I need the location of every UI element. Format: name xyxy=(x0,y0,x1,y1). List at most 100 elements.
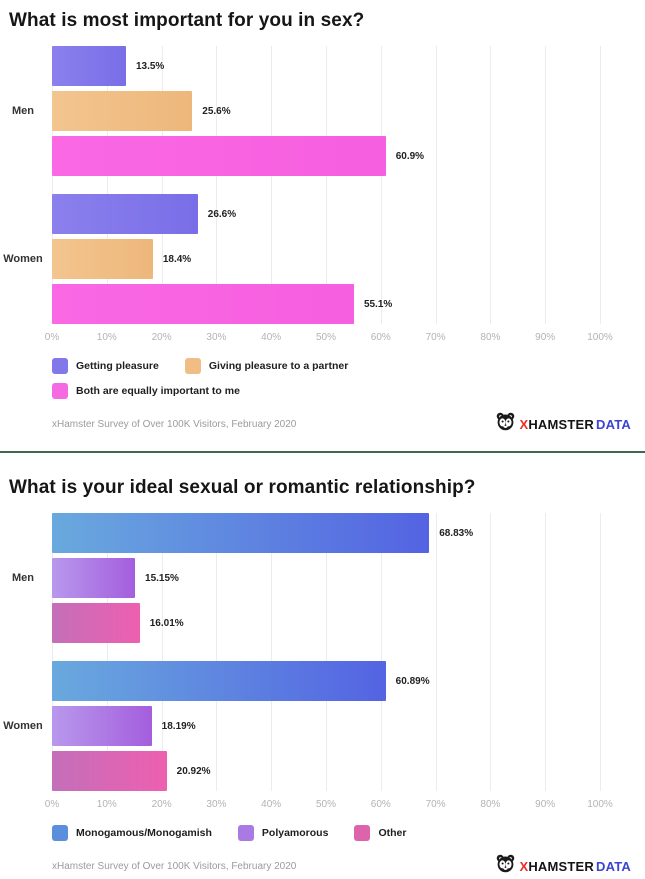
legend-swatch xyxy=(184,358,201,374)
legend-swatch xyxy=(52,383,68,399)
bar xyxy=(52,513,430,553)
value-label: 55.1% xyxy=(363,298,393,310)
axis-tick: 90% xyxy=(535,799,556,810)
legend: Getting pleasure Giving pleasure to a par… xyxy=(52,358,482,399)
axis-tick: 60% xyxy=(370,332,391,343)
bar-row: 60.9% xyxy=(52,136,600,176)
legend-label: Both are equally important to me xyxy=(76,385,240,397)
xhamster-data-logo: XHAMSTER DATA xyxy=(495,853,631,879)
axis-tick: 100% xyxy=(587,332,613,343)
gridline xyxy=(52,46,53,324)
chart-ideal-relationship: What is your ideal sexual or romantic re… xyxy=(0,477,645,879)
bar-row: 60.89% xyxy=(52,661,600,701)
gridline xyxy=(216,513,218,791)
infographic-page: What is most important for you in sex? M… xyxy=(0,10,645,877)
page-title: What is your ideal sexual or romantic re… xyxy=(9,477,476,498)
bar-row: 26.6% xyxy=(52,194,600,234)
legend: Monogamous/Monogamish Polyamorous Other xyxy=(52,825,482,841)
value-label: 60.89% xyxy=(395,675,430,687)
bar-groups: Men 13.5% 25.6% 60.9% Women 26.6% 18.4% 55.1% xyxy=(3,46,600,324)
bar xyxy=(52,284,354,324)
hamster-icon xyxy=(495,853,516,879)
legend-label: Giving pleasure to a partner xyxy=(208,360,349,372)
legend-swatch xyxy=(237,825,254,841)
value-label: 13.5% xyxy=(135,60,165,72)
bar xyxy=(52,136,386,176)
chart-footer: xHamster Survey of Over 100K Visitors, F… xyxy=(52,853,631,879)
gridline xyxy=(326,513,327,791)
x-axis: 0% 10% 20% 30% 40% 50% 60% 70% 80% 90% 100% xyxy=(45,799,613,812)
gridline xyxy=(380,46,382,324)
logo-hamster: HAMSTER xyxy=(528,858,595,874)
gridline xyxy=(435,46,437,324)
axis-tick: 30% xyxy=(206,799,227,810)
xhamster-data-logo: XHAMSTER DATA xyxy=(495,411,631,437)
gridline xyxy=(106,513,108,791)
axis-tick: 40% xyxy=(261,332,282,343)
axis-tick: 40% xyxy=(261,799,282,810)
gridline xyxy=(161,46,163,324)
gridline xyxy=(326,46,327,324)
plot-area: Men 13.5% 25.6% 60.9% Women 26.6% 18.4% 55.1% xyxy=(3,46,601,324)
legend-label: Getting pleasure xyxy=(76,360,159,372)
value-label: 26.6% xyxy=(207,208,237,220)
legend-item: Other xyxy=(354,825,406,841)
axis-tick: 100% xyxy=(587,799,613,810)
axis-tick: 10% xyxy=(96,332,117,343)
legend-swatch xyxy=(52,358,68,374)
bar xyxy=(52,239,153,279)
gridline xyxy=(271,513,273,791)
value-label: 15.15% xyxy=(145,572,179,584)
gridline xyxy=(435,513,437,791)
legend-swatch xyxy=(354,825,371,841)
value-label: 60.9% xyxy=(395,150,425,162)
bar xyxy=(52,194,198,234)
value-label: 68.83% xyxy=(439,527,474,539)
bar-row: 25.6% xyxy=(52,91,600,131)
category-label: Women xyxy=(3,253,43,265)
value-label: 25.6% xyxy=(202,105,231,117)
bar-row: 68.83% xyxy=(52,513,600,553)
gridline xyxy=(216,46,218,324)
page-title: What is most important for you in sex? xyxy=(9,10,365,31)
legend-item: Both are equally important to me xyxy=(52,383,240,399)
axis-tick: 10% xyxy=(96,799,117,810)
gridline xyxy=(545,46,547,324)
bar-row: 16.01% xyxy=(52,603,600,643)
axis-tick: 80% xyxy=(480,332,501,343)
legend-label: Polyamorous xyxy=(261,827,329,839)
legend-item: Giving pleasure to a partner xyxy=(184,358,349,374)
logo-x: X xyxy=(519,858,529,874)
axis-tick: 20% xyxy=(151,332,172,343)
bar xyxy=(52,91,193,131)
logo-data: DATA xyxy=(596,416,631,432)
gridline xyxy=(600,513,601,791)
bar-group: Men 13.5% 25.6% 60.9% xyxy=(12,46,600,176)
gridline xyxy=(490,46,492,324)
bar-row: 13.5% xyxy=(52,46,600,86)
axis-tick: 20% xyxy=(151,799,172,810)
bar xyxy=(52,603,140,643)
gridline xyxy=(271,46,273,324)
bar xyxy=(52,661,386,701)
bar xyxy=(52,751,167,791)
logo-wordmark: XHAMSTER DATA xyxy=(519,417,631,432)
gridline xyxy=(545,513,547,791)
axis-tick: 70% xyxy=(425,799,446,810)
bar xyxy=(52,558,136,598)
legend-label: Other xyxy=(378,827,407,839)
legend-item: Polyamorous xyxy=(237,825,329,841)
bar-group: Men 68.83% 15.15% 16.01% xyxy=(12,513,600,643)
category-label: Men xyxy=(12,572,34,584)
bar xyxy=(52,46,126,86)
chart-footer: xHamster Survey of Over 100K Visitors, F… xyxy=(52,411,631,437)
plot-area: Men 68.83% 15.15% 16.01% Women 60.89% 18.19% 20… xyxy=(3,513,601,791)
gridline xyxy=(380,513,382,791)
logo-data: DATA xyxy=(596,858,631,874)
value-label: 18.19% xyxy=(161,720,196,732)
gridline xyxy=(490,513,492,791)
category-label: Women xyxy=(3,720,43,732)
gridline xyxy=(600,46,601,324)
legend-item: Getting pleasure xyxy=(52,358,159,374)
bar-row: 20.92% xyxy=(52,751,600,791)
